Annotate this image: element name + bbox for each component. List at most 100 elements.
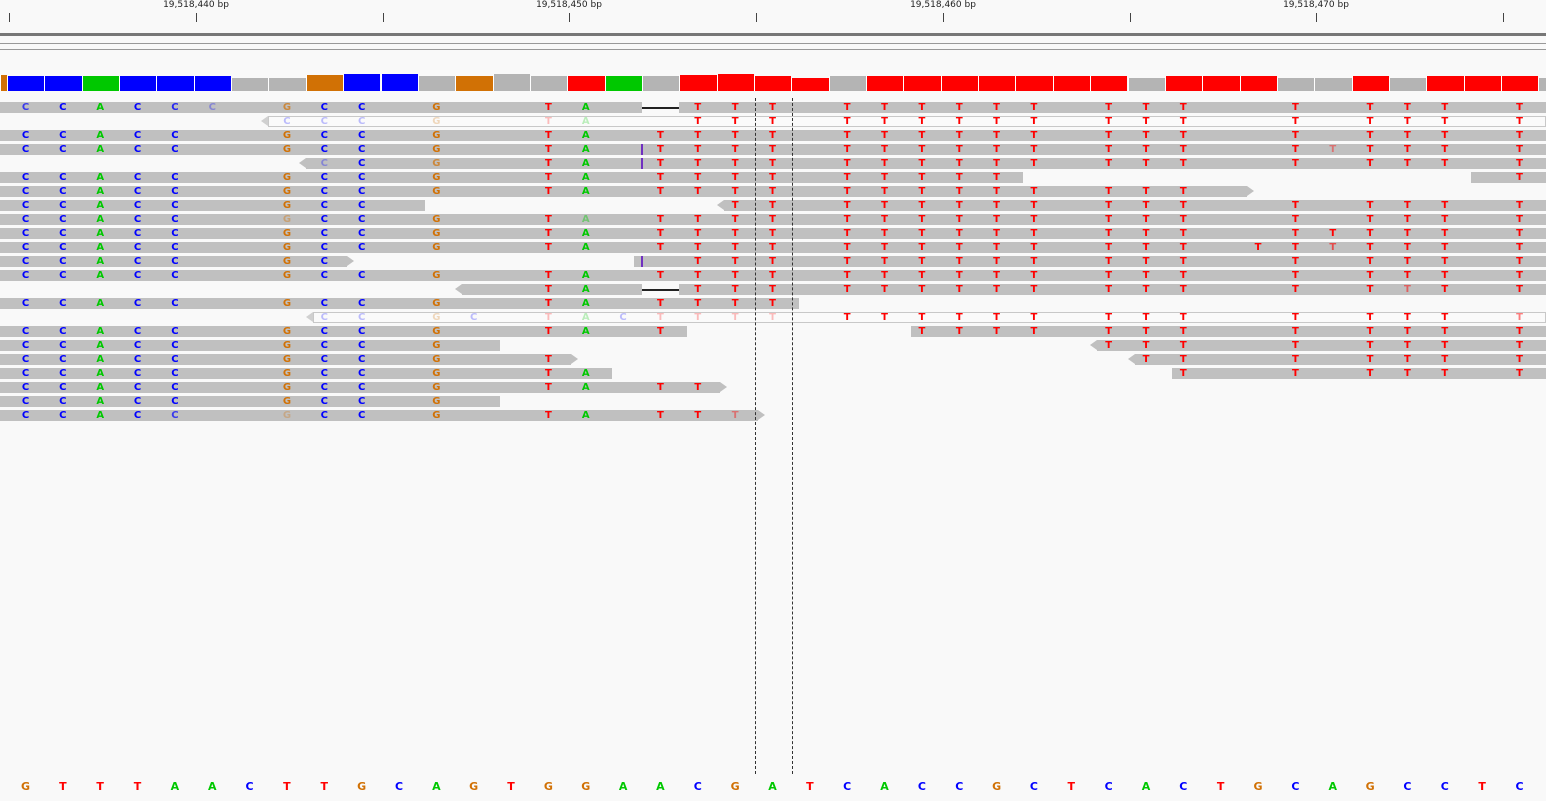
read-alignment[interactable] [0, 326, 687, 337]
read-alignment[interactable] [0, 186, 1247, 197]
mismatch-base: T [769, 270, 776, 281]
coverage-bar[interactable] [455, 76, 493, 91]
mismatch-base: T [769, 242, 776, 253]
read-alignment[interactable] [0, 382, 721, 393]
coverage-bar[interactable] [1538, 78, 1546, 91]
coverage-bar[interactable] [1426, 76, 1464, 91]
read-alignment[interactable] [0, 102, 1546, 113]
mismatch-base: C [320, 312, 328, 323]
mismatch-base: C [357, 354, 366, 365]
read-alignment[interactable] [0, 396, 500, 407]
coverage-bar[interactable] [44, 76, 82, 91]
mismatch-base: T [1105, 144, 1113, 155]
mismatch-base: T [1291, 312, 1299, 323]
coverage-bar[interactable] [1015, 76, 1053, 91]
read-alignment[interactable] [0, 354, 571, 365]
coverage-bar[interactable] [1463, 76, 1501, 91]
read-alignment[interactable] [1134, 354, 1546, 365]
insertion-marker[interactable] [640, 256, 643, 267]
read-alignment[interactable] [268, 116, 1546, 127]
coverage-bar[interactable] [567, 76, 605, 91]
insertion-marker[interactable] [640, 144, 643, 155]
read-alignment[interactable] [0, 242, 1546, 253]
mismatch-base: T [1441, 144, 1449, 155]
coverage-bar[interactable] [417, 76, 456, 91]
read-alignment[interactable] [0, 200, 426, 211]
read-alignment[interactable] [723, 200, 1546, 211]
coverage-bar[interactable] [1052, 76, 1091, 91]
read-alignment[interactable] [0, 410, 758, 421]
coverage-bar[interactable] [1090, 76, 1128, 91]
read-alignment[interactable] [313, 312, 1546, 323]
coverage-bar[interactable] [305, 75, 344, 91]
read-alignment[interactable] [0, 130, 1546, 141]
coverage-bar[interactable] [1501, 76, 1539, 91]
mismatch-base: T [1366, 368, 1374, 379]
coverage-bar[interactable] [978, 76, 1016, 91]
coverage-bar[interactable] [791, 78, 829, 91]
read-alignment[interactable] [1097, 340, 1546, 351]
coverage-bar[interactable] [903, 76, 941, 91]
genomic-ruler[interactable]: 19,518,440 bp 19,518,450 bp 19,518,460 b… [0, 0, 1546, 28]
mismatch-base: T [955, 130, 963, 141]
coverage-bar[interactable] [529, 76, 568, 91]
coverage-track[interactable] [0, 72, 1546, 91]
coverage-bar[interactable] [1202, 76, 1240, 91]
read-alignment[interactable] [0, 270, 1546, 281]
read-alignment[interactable] [1172, 368, 1546, 379]
read-alignment[interactable] [0, 172, 1023, 183]
coverage-bar[interactable] [1314, 78, 1352, 91]
mismatch-base: T [1366, 214, 1374, 225]
coverage-bar[interactable] [0, 75, 7, 91]
read-alignment[interactable] [0, 340, 500, 351]
coverage-bar[interactable] [866, 76, 904, 91]
coverage-bar[interactable] [193, 76, 232, 91]
mismatch-base: T [918, 326, 926, 337]
insertion-marker[interactable] [640, 158, 643, 169]
mismatch-base: A [96, 298, 105, 309]
read-alignment[interactable] [0, 214, 1546, 225]
coverage-bar[interactable] [828, 76, 867, 91]
read-alignment[interactable] [0, 228, 1546, 239]
mismatch-base: T [1366, 354, 1374, 365]
coverage-bar[interactable] [679, 75, 717, 91]
coverage-bar[interactable] [231, 78, 269, 91]
mismatch-base: T [1030, 270, 1038, 281]
coverage-bar[interactable] [716, 74, 754, 91]
coverage-bar[interactable] [641, 76, 680, 91]
coverage-bar[interactable] [1276, 78, 1315, 91]
coverage-bar[interactable] [1127, 78, 1165, 91]
read-alignment[interactable] [0, 144, 1546, 155]
mismatch-base: T [993, 130, 1001, 141]
read-alignment[interactable] [0, 298, 799, 309]
coverage-bar[interactable] [940, 76, 979, 91]
read-alignment[interactable] [0, 256, 347, 267]
coverage-bar[interactable] [268, 78, 306, 91]
coverage-bar[interactable] [492, 74, 530, 91]
coverage-bar[interactable] [156, 76, 194, 91]
mismatch-base: C [171, 354, 179, 365]
read-alignment[interactable] [305, 158, 1546, 169]
mismatch-base: T [544, 270, 552, 281]
coverage-bar[interactable] [604, 76, 642, 91]
coverage-bar[interactable] [754, 76, 792, 91]
coverage-bar[interactable] [1164, 76, 1203, 91]
coverage-bar[interactable] [81, 76, 120, 91]
coverage-bar[interactable] [119, 76, 157, 91]
read-alignment[interactable] [634, 256, 1546, 267]
coverage-bar[interactable] [1239, 76, 1277, 91]
mismatch-base: G [432, 368, 441, 379]
read-alignment[interactable] [1470, 172, 1546, 183]
mismatch-base: T [1404, 326, 1411, 337]
coverage-bar[interactable] [1388, 78, 1427, 91]
read-reverse-arrow [1127, 354, 1135, 364]
coverage-bar[interactable] [7, 76, 45, 91]
read-alignment[interactable] [910, 326, 1546, 337]
mismatch-base: C [357, 214, 366, 225]
coverage-bar[interactable] [1351, 76, 1389, 91]
coverage-bar[interactable] [343, 74, 381, 91]
read-alignment[interactable] [0, 368, 612, 379]
read-alignment[interactable] [462, 284, 1546, 295]
coverage-bar[interactable] [380, 74, 418, 91]
